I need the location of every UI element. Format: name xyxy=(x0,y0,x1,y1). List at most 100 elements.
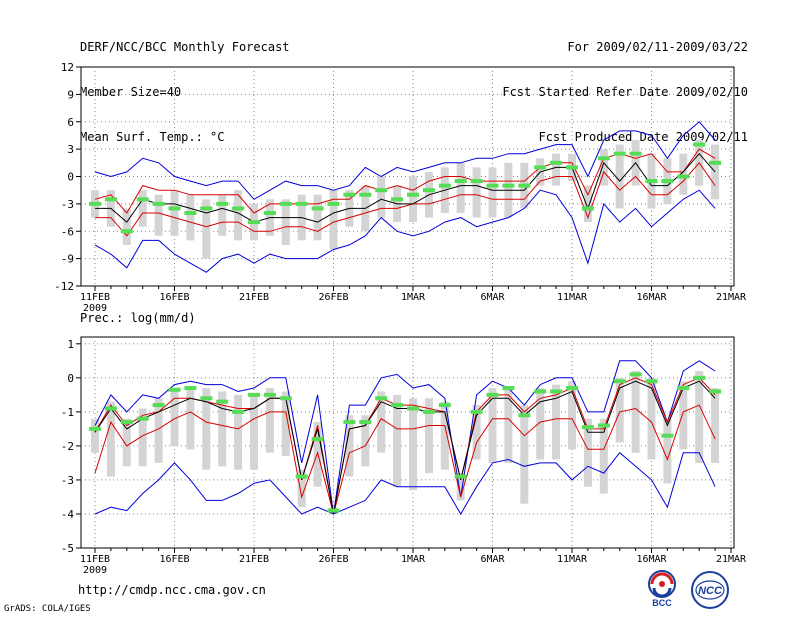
panel1-xtick-label: 1MAR xyxy=(401,292,426,303)
panel1-observed-marker xyxy=(709,160,722,165)
panel1-spread-box xyxy=(377,176,386,218)
panel2-spread-box xyxy=(583,418,592,487)
panel1-observed-marker xyxy=(454,179,467,184)
panel2-spread-box xyxy=(504,388,513,463)
panel1-observed-marker xyxy=(629,151,642,156)
panel2-observed-marker xyxy=(120,420,133,425)
panel2-spread-box xyxy=(647,377,656,460)
panel2-observed-marker xyxy=(391,403,404,408)
panel1-observed-marker xyxy=(645,179,658,184)
header-right: For 2009/02/11-2009/03/22 Fcst Started R… xyxy=(502,10,748,175)
panel1-mean-line xyxy=(95,152,716,223)
panel2-observed-marker xyxy=(613,379,626,384)
panel1-observed-marker xyxy=(295,201,308,206)
panel1-spread-box xyxy=(552,153,561,186)
panel2-spread-box xyxy=(170,388,179,446)
panel1-spread-box xyxy=(583,185,592,223)
panel2-spread-box xyxy=(552,384,561,460)
panel1-spread-box xyxy=(186,194,195,241)
panel2-spread-box xyxy=(218,391,227,467)
panel2-observed-marker xyxy=(550,389,563,394)
panel2-xtick-label: 26FEB xyxy=(318,554,348,565)
panel2-observed-marker xyxy=(629,372,642,377)
bcc-logo: BCC xyxy=(648,570,676,608)
panel1-lower-line xyxy=(95,161,716,237)
panel2-spread-box xyxy=(91,418,99,453)
panel2-xtick-label: 6MAR xyxy=(480,554,505,565)
panel1-observed-marker xyxy=(343,192,356,197)
panel2-observed-marker xyxy=(216,399,229,404)
panel1-ytick-label: -3 xyxy=(61,198,74,211)
panel1-observed-marker xyxy=(104,197,117,202)
ncc-logo: NCC xyxy=(691,571,729,609)
panel1-observed-marker xyxy=(327,201,340,206)
panel1-observed-marker xyxy=(677,174,690,179)
panel1-spread-box xyxy=(679,153,688,195)
panel1-observed-marker xyxy=(422,188,435,193)
panel2-observed-marker xyxy=(693,375,706,380)
panel2-spread-box xyxy=(472,405,481,460)
panel2-observed-marker xyxy=(89,426,101,431)
panel1-spread-box xyxy=(329,190,338,250)
panel1-observed-marker xyxy=(89,201,101,206)
panel1-xtick-label: 21FEB xyxy=(239,292,269,303)
panel2-ytick-label: -5 xyxy=(61,542,74,555)
panel2-spread-box xyxy=(663,418,672,484)
panel1-observed-marker xyxy=(279,201,292,206)
panel2-observed-marker xyxy=(343,420,356,425)
panel2-spread-box xyxy=(377,391,386,453)
panel2-observed-marker xyxy=(104,406,117,411)
bcc-logo-text: BCC xyxy=(652,598,672,608)
started-refer-date: Fcst Started Refer Date 2009/02/10 xyxy=(502,85,748,99)
panel2-observed-marker xyxy=(200,396,213,401)
panel2-xtick-label: 21MAR xyxy=(716,554,747,565)
panel2-spread-box xyxy=(631,371,640,453)
panel1-observed-marker xyxy=(359,192,372,197)
panel2-spread-box xyxy=(536,388,545,460)
panel2-spread-box xyxy=(679,381,688,450)
panel2-min-line xyxy=(94,451,716,515)
panel1-spread-box xyxy=(409,176,417,223)
grads-credit: GrADS: COLA/IGES xyxy=(4,604,91,614)
ncc-logo-text: NCC xyxy=(698,585,723,597)
panel2-spread-box xyxy=(393,394,402,487)
panel2-observed-marker xyxy=(248,392,260,397)
panel1-min-line xyxy=(94,189,716,273)
panel2-observed-marker xyxy=(645,379,658,384)
panel1-observed-marker xyxy=(486,183,499,188)
panel1-spread-box xyxy=(218,194,227,236)
panel1-xtick-label: 16MAR xyxy=(636,292,667,303)
panel2-spread-box xyxy=(234,394,243,470)
panel2-observed-marker xyxy=(486,392,499,397)
panel2-xtick-label: 16MAR xyxy=(636,554,667,565)
panel1-spread-box xyxy=(122,208,131,245)
panel2-observed-marker xyxy=(295,474,308,479)
panel2-spread-box xyxy=(520,405,529,504)
panel1-observed-marker xyxy=(200,206,213,211)
panel2-observed-marker xyxy=(279,396,292,401)
panel1-observed-marker xyxy=(438,183,451,188)
source-url[interactable]: http://cmdp.ncc.cma.gov.cn xyxy=(78,583,266,597)
header-left: DERF/NCC/BCC Monthly Forecast Member Siz… xyxy=(80,10,290,175)
panel2-xtick-label: 11FEB xyxy=(80,554,110,565)
panel2-observed-marker xyxy=(232,409,245,414)
panel2-observed-marker xyxy=(136,416,149,421)
panel2-spread-box xyxy=(202,388,211,470)
panel1-observed-marker xyxy=(152,201,165,206)
panel1-observed-marker xyxy=(216,201,229,206)
panel2-observed-marker xyxy=(518,413,531,418)
panel1-spread-box xyxy=(154,194,163,236)
panel2-spread-box xyxy=(456,473,465,501)
panel2-observed-marker xyxy=(709,389,722,394)
panel1-xtick-label: 26FEB xyxy=(318,292,348,303)
panel1-ytick-label: -6 xyxy=(61,225,74,238)
panel2-spread-box xyxy=(345,415,354,477)
panel1-observed-marker xyxy=(566,165,578,170)
panel1-observed-marker xyxy=(263,211,276,215)
panel2-ytick-label: -2 xyxy=(61,440,74,453)
panel2-spread-box xyxy=(424,398,433,474)
panel1-ytick-label: 12 xyxy=(61,61,74,74)
panel2-spread-box xyxy=(361,415,370,467)
panel1-observed-marker xyxy=(375,188,388,193)
